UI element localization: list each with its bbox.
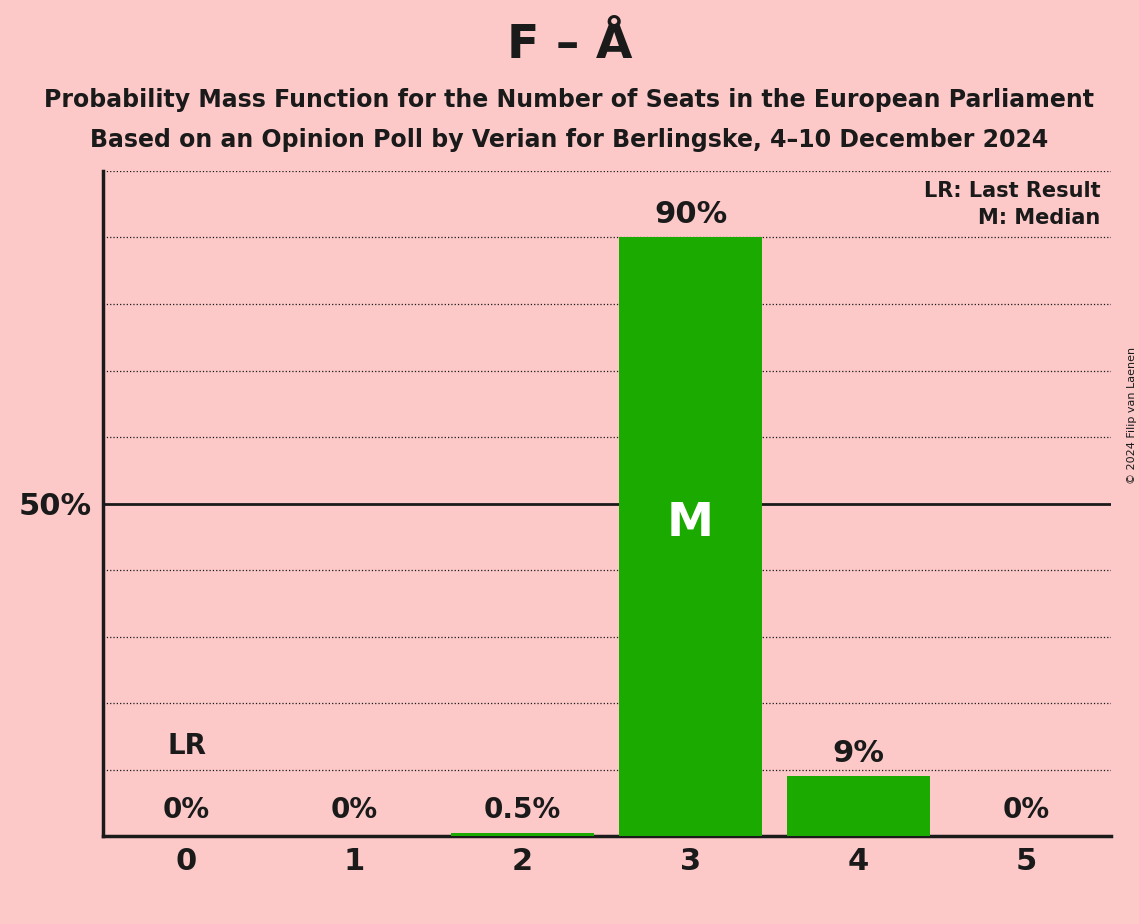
Text: F – Å: F – Å [507,23,632,68]
Text: 90%: 90% [654,201,727,229]
Text: Probability Mass Function for the Number of Seats in the European Parliament: Probability Mass Function for the Number… [44,88,1095,112]
Text: 0%: 0% [1003,796,1050,824]
Text: LR: Last Result: LR: Last Result [924,181,1100,201]
Bar [451,833,593,836]
Text: 0%: 0% [163,796,210,824]
Text: © 2024 Filip van Laenen: © 2024 Filip van Laenen [1126,347,1137,484]
Text: Based on an Opinion Poll by Verian for Berlingske, 4–10 December 2024: Based on an Opinion Poll by Verian for B… [90,128,1049,152]
Bar [620,237,762,836]
Text: 0%: 0% [331,796,378,824]
Text: M: M [667,501,714,546]
Bar [787,776,929,836]
Text: M: Median: M: Median [978,208,1100,227]
Text: LR: LR [167,732,206,760]
Text: 0.5%: 0.5% [484,796,562,824]
Text: 9%: 9% [833,739,885,769]
